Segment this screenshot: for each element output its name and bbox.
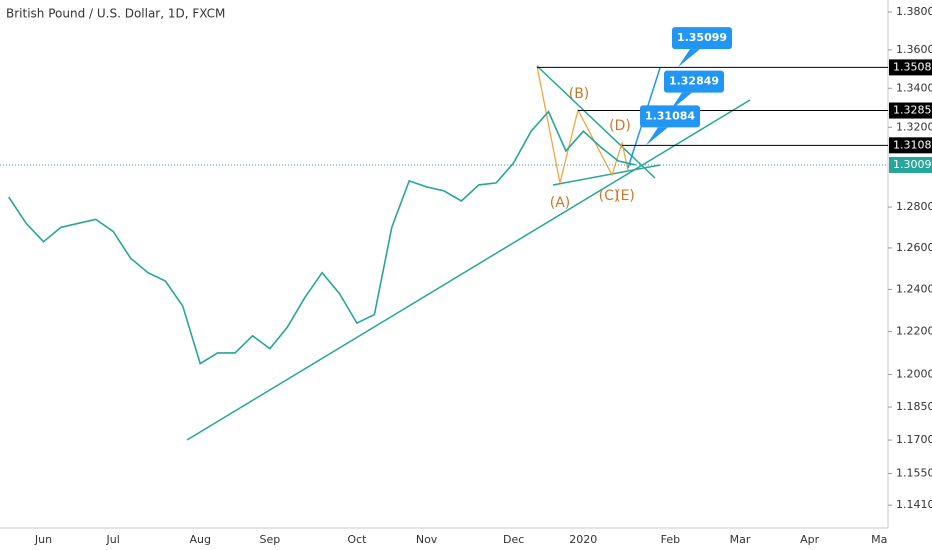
callout: 1.35099: [672, 27, 732, 68]
level-label-bg: [889, 59, 932, 76]
callout-label: 1.32849: [669, 75, 719, 88]
x-tick-label: Nov: [416, 533, 438, 546]
level-label-bg: [889, 137, 932, 154]
last-price-label: 1.30095: [893, 158, 932, 171]
x-tick-label: Mar: [730, 533, 751, 546]
level-label: 1.35083: [893, 60, 932, 73]
level-label: 1.31084: [893, 138, 932, 151]
x-tick-label: Feb: [661, 533, 680, 546]
trendline: [536, 65, 656, 179]
x-tick-label: Jun: [34, 533, 52, 546]
chart-title: British Pound / U.S. Dollar, 1D, FXCM: [6, 7, 225, 21]
y-tick-label: 1.34000: [896, 81, 932, 94]
y-tick-label: 1.22000: [896, 325, 932, 338]
x-tick-label: Jul: [106, 533, 120, 546]
x-tick-label: Oct: [347, 533, 367, 546]
x-tick-label: 2020: [569, 533, 597, 546]
price-line: [8, 110, 636, 365]
y-tick-label: 1.17000: [896, 433, 932, 446]
y-tick-label: 1.18500: [896, 400, 932, 413]
callout-box: [672, 27, 732, 50]
y-tick-label: 1.26000: [896, 241, 932, 254]
callout-box: [640, 105, 700, 128]
wave-label: (E): [615, 188, 635, 204]
wave-label: (B): [569, 86, 590, 102]
callout-label: 1.35099: [677, 31, 727, 44]
callout: 1.32849: [664, 70, 724, 111]
callout-pointer: [646, 127, 668, 146]
trendline: [186, 99, 751, 441]
trendline: [552, 164, 661, 186]
wave-label: (C): [599, 188, 620, 204]
x-tick-label: Aug: [189, 533, 210, 546]
wave-label: (D): [609, 118, 631, 134]
callout-box: [664, 70, 724, 93]
x-tick-label: Dec: [503, 533, 524, 546]
y-tick-label: 1.24000: [896, 282, 932, 295]
y-tick-label: 1.32000: [896, 120, 932, 133]
y-tick-label: 1.14100: [896, 498, 932, 511]
x-tick-label: Ma: [871, 533, 887, 546]
last-price-bg: [889, 156, 932, 173]
level-label: 1.32855: [893, 104, 932, 117]
y-tick-label: 1.15500: [896, 467, 932, 480]
y-tick-label: 1.20000: [896, 367, 932, 380]
x-tick-label: Sep: [260, 533, 281, 546]
trendlines: [186, 65, 751, 441]
wave-label: (A): [550, 195, 571, 211]
callout: 1.31084: [640, 105, 700, 146]
y-tick-label: 1.38000: [896, 5, 932, 18]
callout-label: 1.31084: [645, 109, 695, 122]
x-tick-label: Apr: [800, 533, 820, 546]
level-label-bg: [889, 102, 932, 119]
callout-pointer: [678, 49, 700, 68]
y-tick-label: 1.28000: [896, 200, 932, 213]
y-tick-label: 1.36000: [896, 43, 932, 56]
